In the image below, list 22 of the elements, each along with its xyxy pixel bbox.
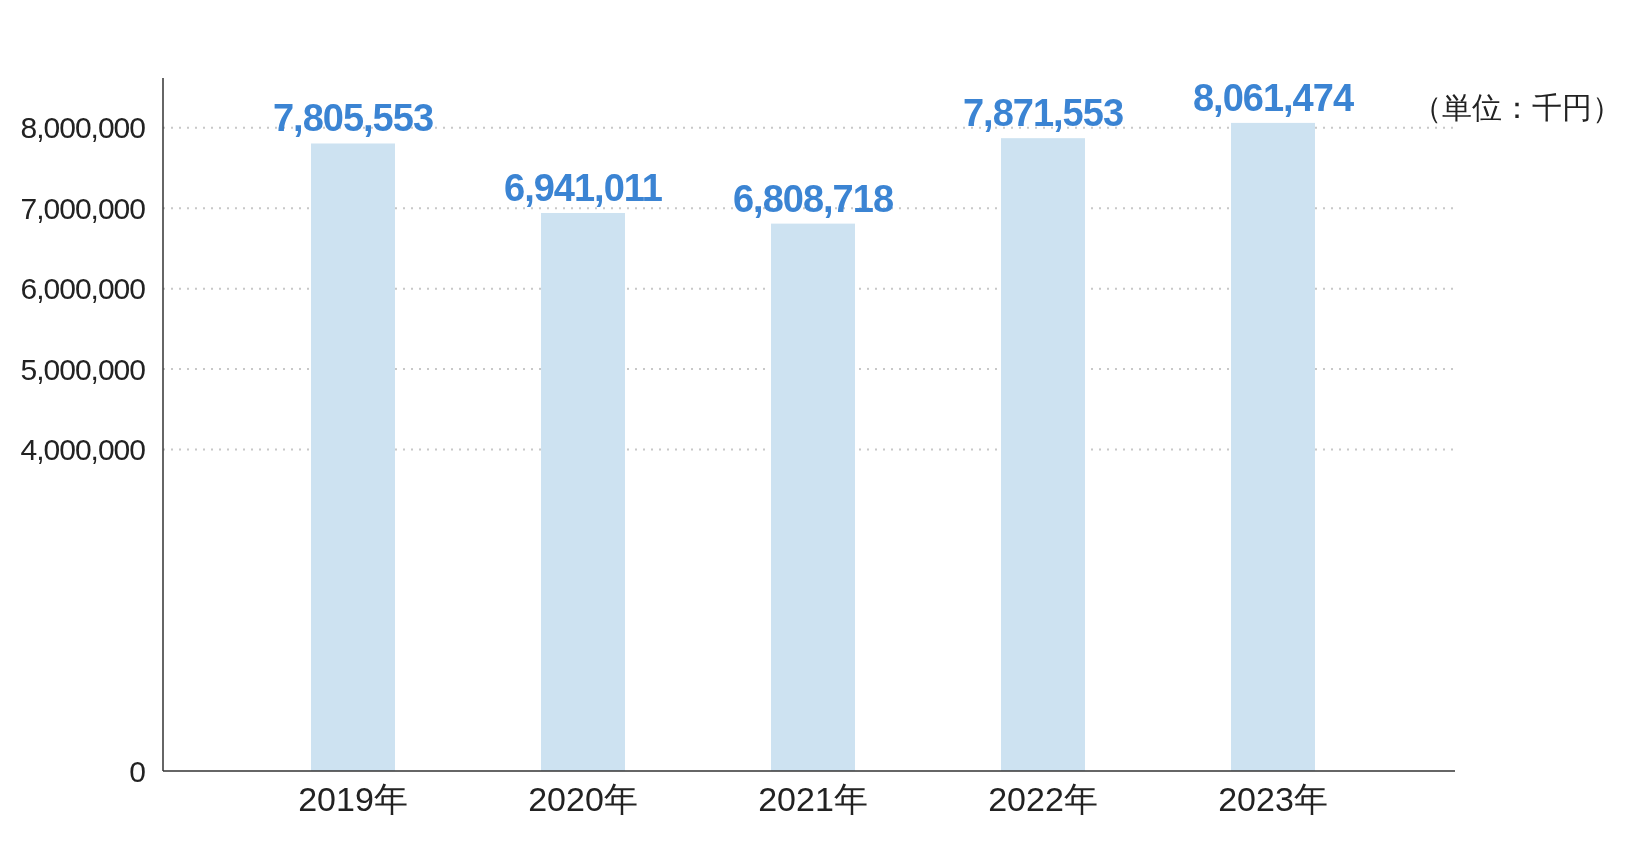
data-label: 6,941,011 bbox=[504, 166, 663, 209]
annotation: （単位：千円） bbox=[1412, 91, 1622, 124]
x-tick-label: 2020年 bbox=[528, 780, 638, 818]
x-tick-label: 2023年 bbox=[1218, 780, 1328, 818]
data-label: 7,871,553 bbox=[962, 92, 1124, 135]
y-tick-label: 4,000,000 bbox=[20, 432, 146, 466]
bar bbox=[541, 212, 625, 771]
bar bbox=[771, 223, 855, 771]
x-tick-label: 2022年 bbox=[988, 780, 1098, 818]
bar bbox=[1001, 138, 1085, 771]
data-label: 8,061,474 bbox=[1192, 76, 1354, 119]
data-label: 7,805,553 bbox=[272, 97, 434, 140]
y-tick-label: 5,000,000 bbox=[20, 352, 146, 386]
y-tick-label: 0 bbox=[129, 754, 146, 788]
data-label: 6,808,718 bbox=[732, 177, 894, 220]
y-tick-label: 8,000,000 bbox=[20, 111, 146, 145]
y-tick-label: 6,000,000 bbox=[20, 272, 146, 306]
x-tick-label: 2019年 bbox=[298, 780, 408, 818]
y-tick-label: 7,000,000 bbox=[20, 191, 146, 225]
x-tick-label: 2021年 bbox=[758, 780, 868, 818]
bar bbox=[311, 143, 395, 771]
bar bbox=[1231, 122, 1315, 771]
